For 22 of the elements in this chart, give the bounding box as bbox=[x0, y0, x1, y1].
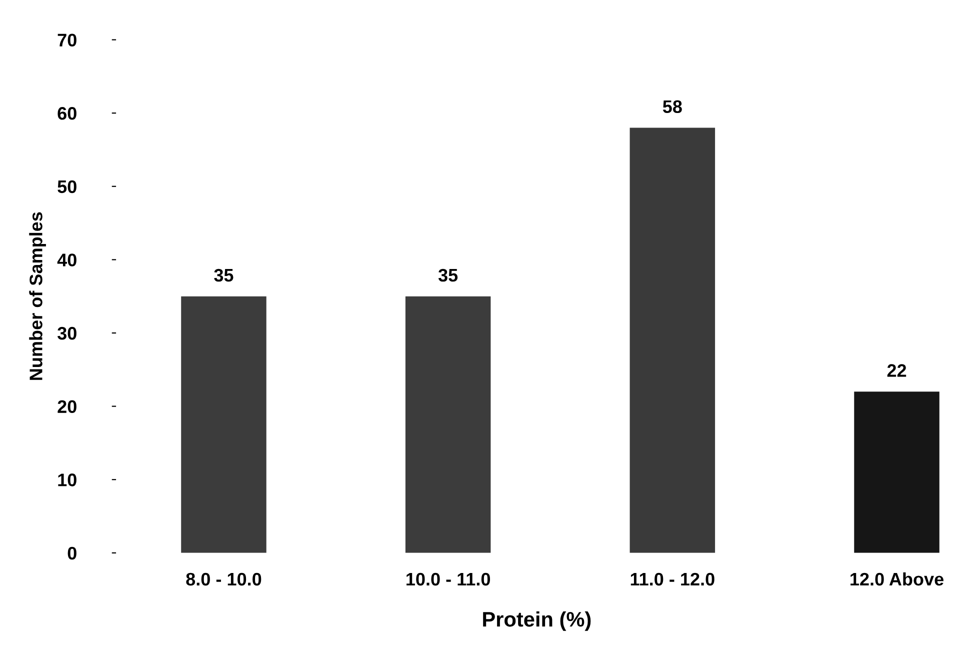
y-tick-label: 40 bbox=[57, 254, 76, 266]
x-tick-label: 10.0 - 11.0 bbox=[406, 572, 490, 586]
y-tick-label: 30 bbox=[57, 326, 76, 340]
y-tick-label: 70 bbox=[58, 34, 76, 46]
bar bbox=[181, 296, 266, 553]
data-label: 58 bbox=[662, 100, 682, 114]
x-axis-title: Protein (%) bbox=[483, 611, 591, 631]
y-tick-label: 10 bbox=[58, 474, 76, 486]
data-label: 22 bbox=[887, 364, 906, 377]
bar bbox=[630, 128, 716, 553]
bar bbox=[405, 296, 491, 553]
y-tick-label: 50 bbox=[58, 180, 76, 194]
x-tick-label: 11.0 - 12.0 bbox=[630, 572, 714, 586]
bar bbox=[854, 392, 940, 553]
y-tick-label: 0 bbox=[68, 546, 76, 560]
y-axis-title: Number of Samples bbox=[29, 212, 46, 380]
x-tick-label: 12.0 Above bbox=[850, 572, 944, 586]
y-tick-label: 60 bbox=[58, 107, 76, 120]
y-tick-label: 20 bbox=[58, 400, 76, 414]
data-label: 35 bbox=[214, 268, 234, 282]
data-label: 35 bbox=[438, 268, 458, 282]
x-tick-label: 8.0 - 10.0 bbox=[186, 572, 262, 586]
